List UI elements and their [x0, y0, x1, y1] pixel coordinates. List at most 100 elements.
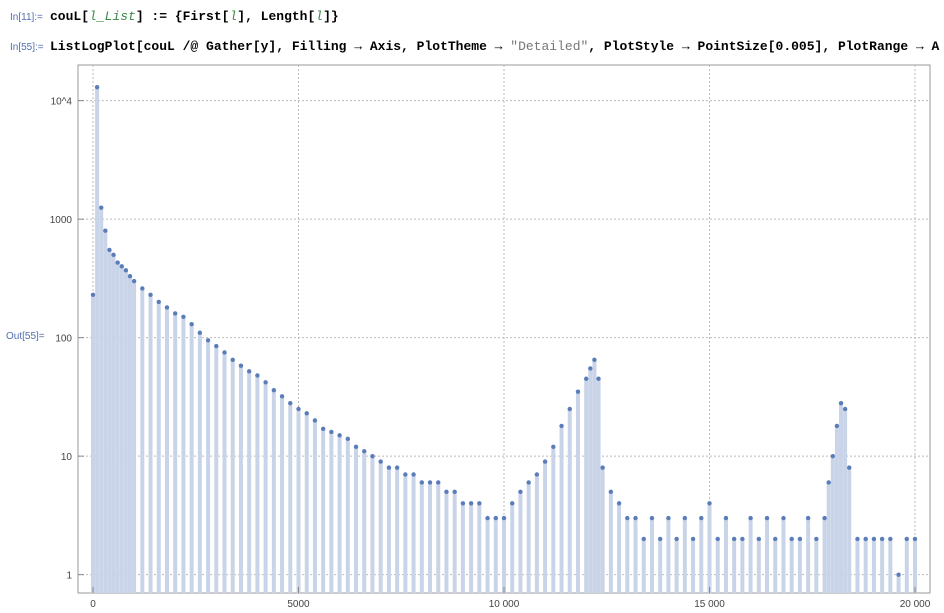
- data-point: [140, 286, 145, 291]
- data-point: [156, 299, 161, 305]
- data-point: [904, 536, 909, 542]
- data-point: [205, 338, 211, 343]
- data-point: [127, 274, 133, 279]
- data-point: [345, 436, 351, 442]
- data-point: [119, 264, 124, 269]
- data-point: [731, 536, 737, 542]
- data-point: [551, 444, 556, 449]
- code-text: , PlotStyle → PointSize[0.005], PlotRang…: [588, 39, 940, 54]
- data-point: [797, 536, 803, 542]
- data-point: [296, 406, 301, 412]
- code-text: ]}: [323, 9, 339, 24]
- data-point: [477, 501, 482, 506]
- data-point: [657, 536, 663, 542]
- data-point: [567, 406, 572, 412]
- input-code-55[interactable]: ListLogPlot[couL /@ Gather[y], Filling →…: [50, 39, 940, 54]
- data-point: [378, 459, 383, 464]
- data-point: [419, 480, 424, 485]
- data-point: [103, 228, 108, 233]
- data-point: [814, 536, 819, 542]
- data-point: [485, 515, 490, 521]
- data-point: [94, 84, 100, 90]
- data-point: [879, 536, 885, 542]
- data-point: [690, 536, 696, 542]
- data-point: [764, 515, 770, 521]
- data-point: [608, 489, 614, 495]
- data-point: [90, 292, 96, 297]
- data-point: [625, 515, 630, 521]
- y-axis-ticks: 1 10 100 1000 10^4: [50, 97, 84, 582]
- data-point: [99, 205, 104, 210]
- x-tick-label: 10 000: [489, 599, 520, 610]
- input-label-55: In[55]:=: [10, 42, 44, 53]
- data-point: [304, 411, 309, 416]
- data-point: [111, 252, 116, 258]
- data-point: [834, 423, 840, 429]
- y-tick-label: 10^4: [51, 97, 73, 108]
- x-tick-label: 15 000: [694, 599, 725, 610]
- data-point: [781, 515, 786, 521]
- data-point: [584, 376, 589, 381]
- data-point: [518, 489, 523, 495]
- x-tick-label: 0: [90, 599, 96, 610]
- data-point: [411, 472, 416, 477]
- data-point: [526, 480, 531, 485]
- data-point: [312, 418, 318, 423]
- data-point: [246, 369, 252, 374]
- data-point: [510, 501, 515, 506]
- data-point: [674, 536, 679, 542]
- x-axis-ticks: 0 5000 10 000 15 000 20 000: [90, 587, 931, 610]
- data-point: [115, 260, 120, 265]
- data-point: [723, 515, 729, 521]
- data-point: [197, 330, 203, 335]
- data-point: [600, 465, 605, 470]
- code-symbol: l: [229, 9, 238, 24]
- input-code-11[interactable]: couL[l_List] := {First[l], Length[l]}: [50, 9, 339, 24]
- data-point: [559, 423, 564, 429]
- y-tick-label: 1000: [50, 215, 73, 226]
- data-point: [271, 388, 277, 393]
- data-point: [131, 278, 137, 284]
- data-point: [542, 459, 548, 464]
- data-point: [715, 536, 720, 542]
- data-point: [107, 247, 112, 253]
- data-point: [279, 394, 285, 399]
- x-tick-label: 5000: [287, 599, 310, 610]
- data-point: [403, 472, 408, 477]
- data-point: [173, 311, 178, 316]
- data-point: [230, 357, 235, 363]
- data-point: [263, 380, 268, 385]
- data-point: [534, 472, 540, 477]
- data-point: [189, 321, 194, 327]
- data-point: [222, 350, 227, 355]
- data-point: [353, 444, 359, 449]
- data-point: [863, 536, 868, 542]
- data-point: [838, 400, 844, 406]
- data-point: [436, 480, 441, 485]
- data-point: [468, 501, 474, 506]
- data-point: [773, 536, 778, 542]
- input-label-11: In[11]:=: [10, 12, 43, 23]
- output-label-55: Out[55]=: [6, 331, 45, 342]
- data-point: [575, 389, 581, 394]
- code-symbol: l_List: [89, 9, 136, 24]
- data-point: [871, 536, 877, 542]
- code-text: couL[: [50, 9, 90, 24]
- data-point: [912, 536, 918, 542]
- data-point: [789, 536, 794, 542]
- list-log-plot[interactable]: 0 5000 10 000 15 000 20 000 1 10 100 1000 10^4: [0, 55, 944, 613]
- data-point: [847, 465, 852, 470]
- data-point: [616, 501, 622, 506]
- data-point: [666, 515, 671, 521]
- data-point: [444, 489, 449, 495]
- data-point: [588, 366, 593, 371]
- data-point: [320, 426, 326, 432]
- data-point: [255, 373, 260, 378]
- data-point: [641, 536, 646, 542]
- data-point: [452, 489, 457, 495]
- filling-stems: [91, 87, 917, 593]
- data-point: [427, 480, 433, 485]
- x-tick-label: 20 000: [900, 599, 931, 610]
- data-point: [896, 572, 901, 577]
- data-point: [493, 515, 498, 521]
